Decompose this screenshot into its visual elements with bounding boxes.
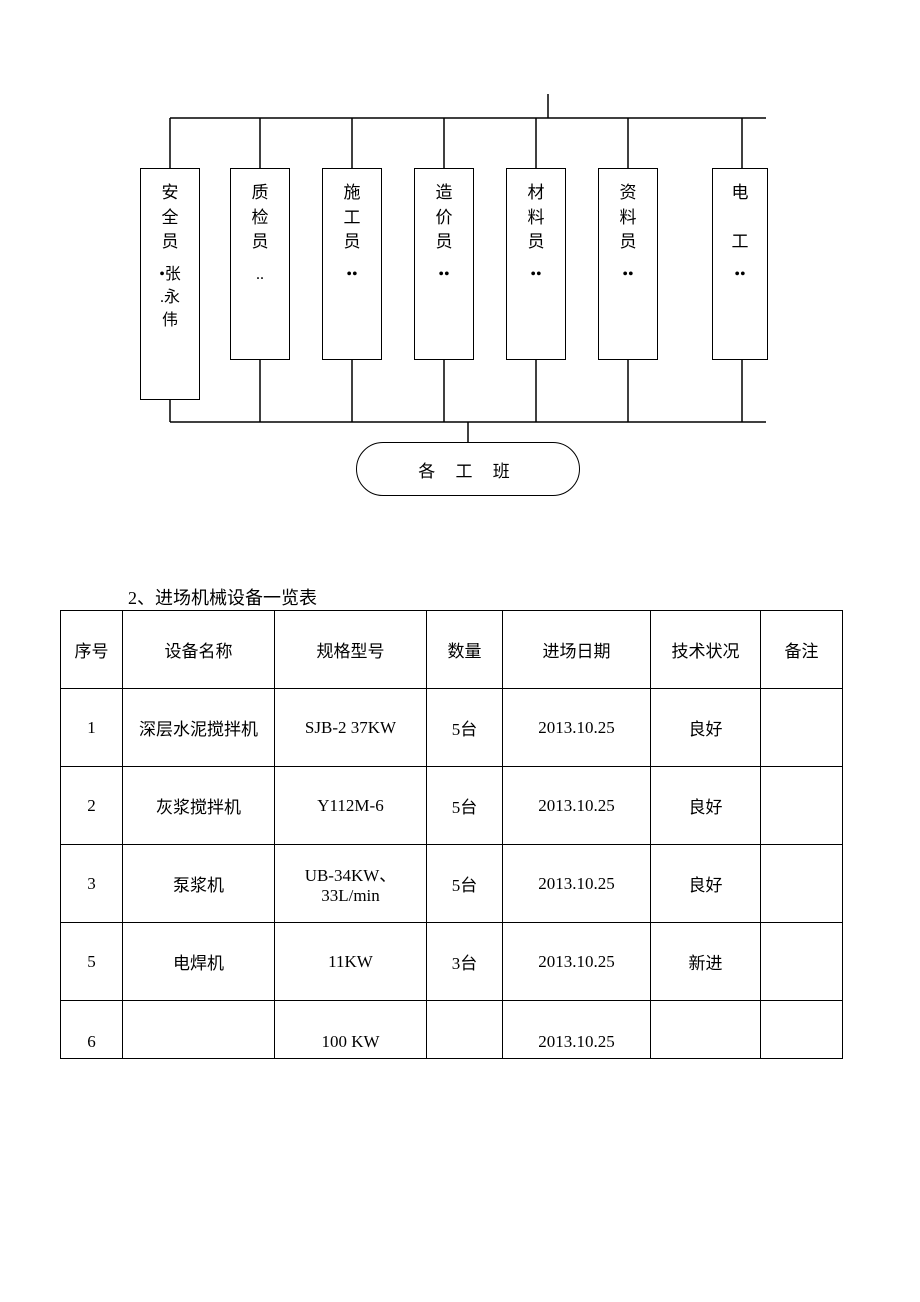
table-cell: 2013.10.25 <box>503 1001 651 1059</box>
table-cell <box>761 923 843 1001</box>
table-cell: 3台 <box>427 923 503 1001</box>
table-cell: 灰浆搅拌机 <box>123 767 275 845</box>
org-node-role: 资料员 <box>620 181 637 255</box>
section-title: 2、进场机械设备一览表 <box>128 584 317 610</box>
table-cell: 5台 <box>427 689 503 767</box>
org-node: 施工员 •• <box>322 168 382 360</box>
table-cell: 100 KW <box>275 1001 427 1059</box>
table-cell: 2 <box>61 767 123 845</box>
org-node-name: .. <box>256 263 264 286</box>
org-node: 资料员 •• <box>598 168 658 360</box>
org-node-name: •• <box>346 263 357 286</box>
org-node-name: •• <box>734 263 745 286</box>
table-row: 6 100 KW 2013.10.25 <box>61 1001 843 1059</box>
org-node-name: •• <box>438 263 449 286</box>
org-node: 质检员.. <box>230 168 290 360</box>
org-node-name: •• <box>622 263 633 286</box>
table-cell: 2013.10.25 <box>503 845 651 923</box>
table-cell: 5 <box>61 923 123 1001</box>
org-node-role: 造价员 <box>436 181 453 255</box>
table-cell <box>761 845 843 923</box>
table-cell: 2013.10.25 <box>503 689 651 767</box>
table-cell: 1 <box>61 689 123 767</box>
table-cell <box>761 1001 843 1059</box>
table-cell: 3 <box>61 845 123 923</box>
table-header-cell: 技术状况 <box>651 611 761 689</box>
org-bottom-node: 各 工 班 <box>356 442 580 496</box>
org-node-role: 质检员 <box>252 181 269 255</box>
table-header-cell: 设备名称 <box>123 611 275 689</box>
org-node-role: 施工员 <box>344 181 361 255</box>
table-cell: Y112M-6 <box>275 767 427 845</box>
table-cell: 电焊机 <box>123 923 275 1001</box>
table-cell: 2013.10.25 <box>503 767 651 845</box>
table-cell: 良好 <box>651 689 761 767</box>
table-header-cell: 规格型号 <box>275 611 427 689</box>
table-cell: 11KW <box>275 923 427 1001</box>
table-cell: 深层水泥搅拌机 <box>123 689 275 767</box>
table-cell: 泵浆机 <box>123 845 275 923</box>
table-row: 5电焊机11KW3台2013.10.25新进 <box>61 923 843 1001</box>
table-header-cell: 数量 <box>427 611 503 689</box>
table-header-cell: 进场日期 <box>503 611 651 689</box>
table-cell: 5台 <box>427 845 503 923</box>
table-cell: 5台 <box>427 767 503 845</box>
table-header-cell: 序号 <box>61 611 123 689</box>
org-bottom-label: 各 工 班 <box>418 457 518 482</box>
org-node: 安全员 •张.永伟 <box>140 168 200 400</box>
table-cell: 2013.10.25 <box>503 923 651 1001</box>
org-node-name: •• <box>530 263 541 286</box>
table-cell <box>123 1001 275 1059</box>
table-cell: 良好 <box>651 845 761 923</box>
table-cell <box>651 1001 761 1059</box>
org-node-role: 材料员 <box>528 181 545 255</box>
org-node: 电 工 •• <box>712 168 768 360</box>
table-header-cell: 备注 <box>761 611 843 689</box>
table-row: 3泵浆机UB-34KW、33L/min5台2013.10.25良好 <box>61 845 843 923</box>
table-cell <box>427 1001 503 1059</box>
table-row: 2灰浆搅拌机Y112M-65台2013.10.25良好 <box>61 767 843 845</box>
org-node-name: •张.永伟 <box>159 263 181 333</box>
equipment-table: 序号设备名称规格型号数量进场日期技术状况备注 1深层水泥搅拌机SJB-2 37K… <box>60 610 843 1059</box>
table-row: 1深层水泥搅拌机SJB-2 37KW5台2013.10.25良好 <box>61 689 843 767</box>
table-cell <box>761 767 843 845</box>
table-cell: UB-34KW、33L/min <box>275 845 427 923</box>
table-cell: 良好 <box>651 767 761 845</box>
org-node-role: 安全员 <box>162 181 179 255</box>
org-node: 造价员 •• <box>414 168 474 360</box>
table-cell: 新进 <box>651 923 761 1001</box>
org-node-role: 电 工 <box>732 181 749 255</box>
table-cell: SJB-2 37KW <box>275 689 427 767</box>
table-header-row: 序号设备名称规格型号数量进场日期技术状况备注 <box>61 611 843 689</box>
table-cell: 6 <box>61 1001 123 1059</box>
org-node: 材料员 •• <box>506 168 566 360</box>
table-body: 1深层水泥搅拌机SJB-2 37KW5台2013.10.25良好2灰浆搅拌机Y1… <box>61 689 843 1059</box>
table-cell <box>761 689 843 767</box>
